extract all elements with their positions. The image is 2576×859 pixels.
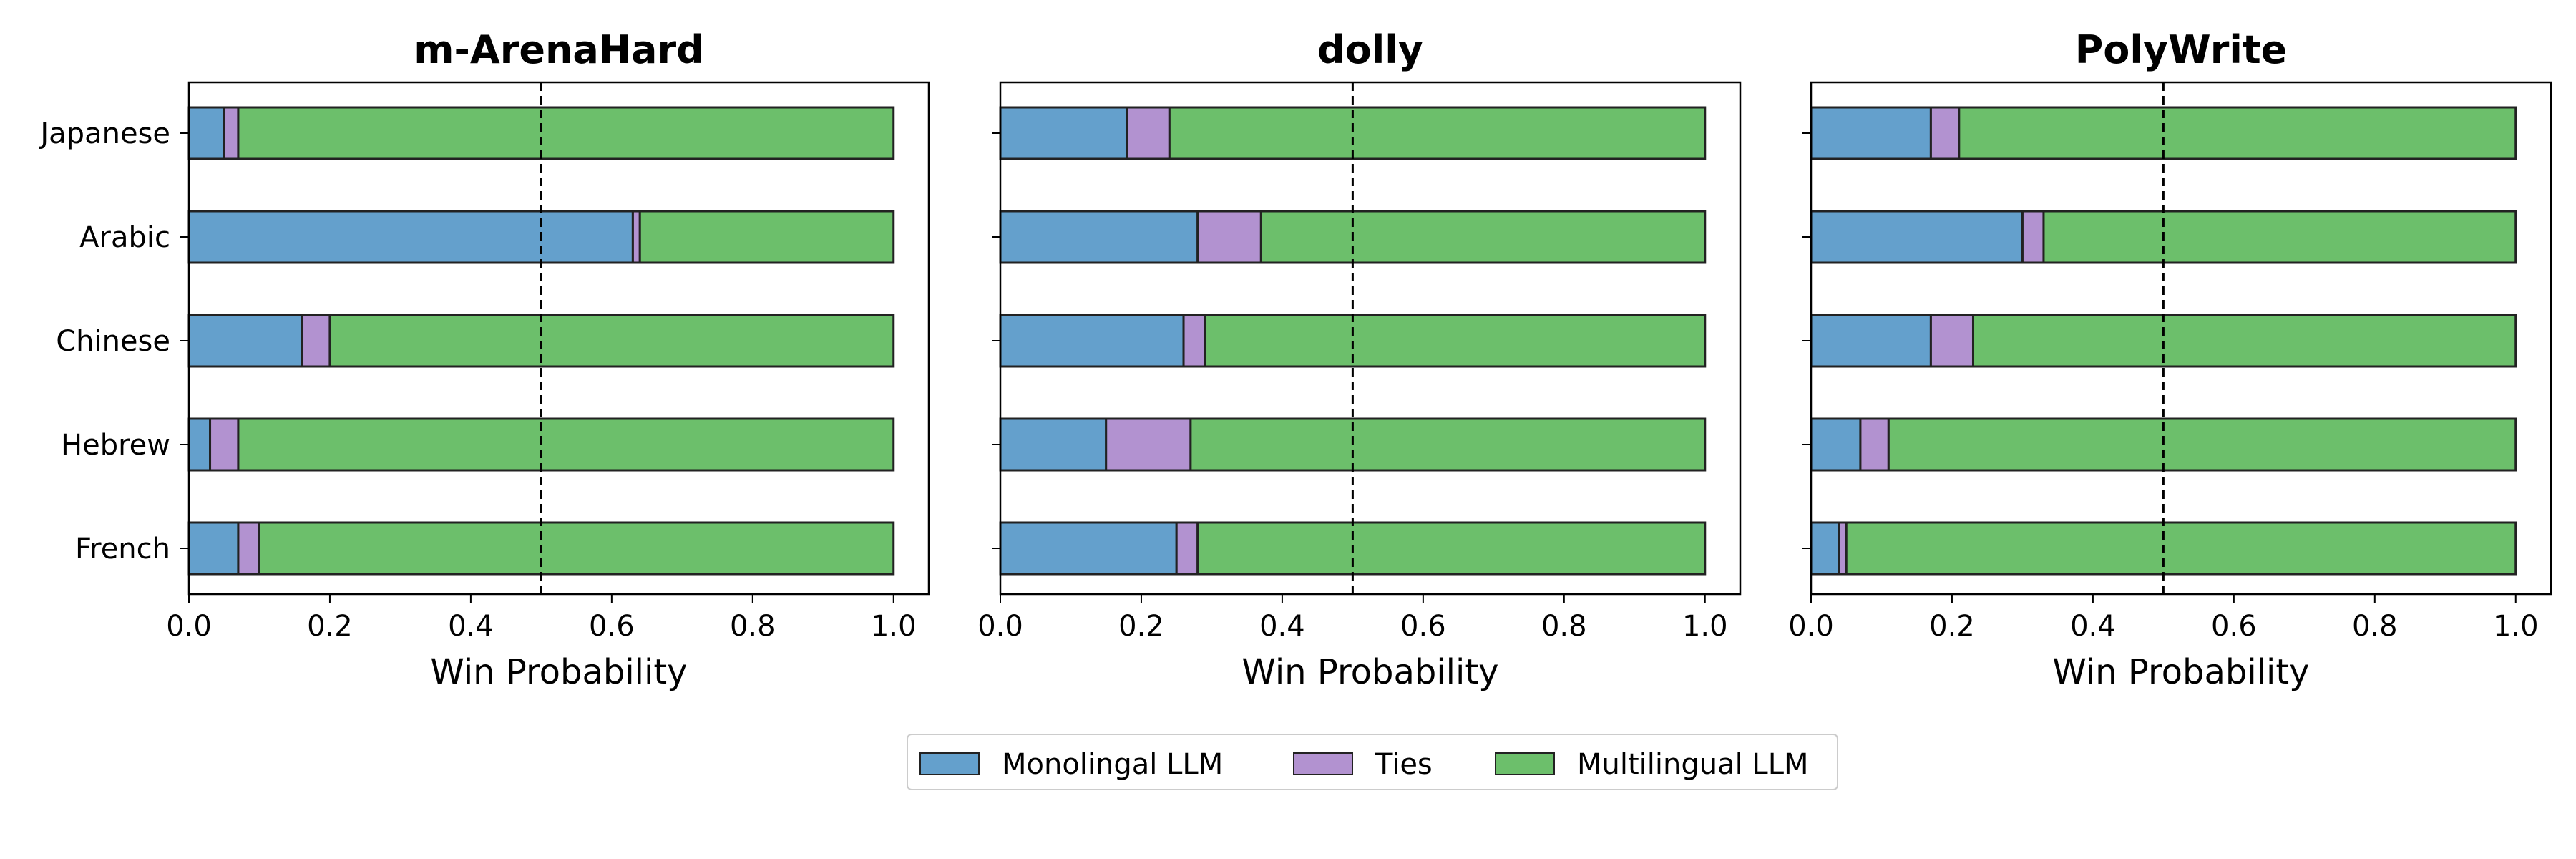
bar-hebrew-ties bbox=[1859, 417, 1890, 472]
bar-arabic-monolingal-llm bbox=[187, 210, 634, 264]
bar-chinese-monolingal-llm bbox=[1810, 314, 1932, 368]
legend-label-monolingual: Monolingal LLM bbox=[1002, 748, 1223, 781]
x-axis-label-m-arenahard: Win Probability bbox=[430, 652, 687, 692]
bar-chinese-multilingual-llm bbox=[1204, 314, 1707, 368]
bar-japanese-ties bbox=[1929, 106, 1961, 160]
legend: Monolingal LLM Ties Multilingual LLM bbox=[907, 734, 1838, 790]
bar-chinese-ties bbox=[301, 314, 331, 368]
x-tick-label-polywrite-0-6: 0.6 bbox=[2211, 610, 2257, 643]
x-tick-label-m-arenahard-0-6: 0.6 bbox=[589, 610, 635, 643]
bar-japanese-monolingal-llm bbox=[1810, 106, 1932, 160]
x-tick-label-polywrite-0-4: 0.4 bbox=[2070, 610, 2116, 643]
x-tick-label-polywrite-1-0: 1.0 bbox=[2493, 610, 2539, 643]
x-tick-label-dolly-1-0: 1.0 bbox=[1682, 610, 1728, 643]
legend-item-multilingual: Multilingual LLM bbox=[1495, 748, 1809, 781]
bar-arabic-ties bbox=[1196, 210, 1262, 264]
bar-japanese-ties bbox=[223, 106, 240, 160]
bar-arabic-multilingual-llm bbox=[2042, 210, 2517, 264]
bar-hebrew-multilingual-llm bbox=[237, 417, 895, 472]
bar-french-monolingal-llm bbox=[187, 521, 240, 576]
axes-frame-dolly bbox=[999, 81, 1742, 596]
bar-japanese-multilingual-llm bbox=[237, 106, 895, 160]
bar-french-ties bbox=[1175, 521, 1199, 576]
bar-chinese-monolingal-llm bbox=[999, 314, 1185, 368]
legend-item-ties: Ties bbox=[1293, 748, 1433, 781]
bar-hebrew-monolingal-llm bbox=[999, 417, 1108, 472]
x-tick-label-m-arenahard-0-8: 0.8 bbox=[730, 610, 776, 643]
y-tick-label-chinese: Chinese bbox=[56, 325, 170, 358]
bar-arabic-monolingal-llm bbox=[1810, 210, 2024, 264]
bar-french-multilingual-llm bbox=[258, 521, 895, 576]
legend-item-monolingual: Monolingal LLM bbox=[919, 748, 1223, 781]
bar-chinese-ties bbox=[1182, 314, 1206, 368]
x-tick-label-dolly-0-4: 0.4 bbox=[1259, 610, 1305, 643]
bar-chinese-ties bbox=[1929, 314, 1974, 368]
bar-hebrew-multilingual-llm bbox=[1189, 417, 1707, 472]
panel-m-arenahard: m-ArenaHard Japanese Arabic Chinese Hebrew Fr… bbox=[38, 27, 930, 692]
bar-japanese-monolingal-llm bbox=[187, 106, 225, 160]
panel-title-polywrite: PolyWrite bbox=[2075, 27, 2288, 72]
bar-french-monolingal-llm bbox=[1810, 521, 1840, 576]
panel-dolly: dolly 0.0 0.2 0.4 0.6 0.8 1.0 Win Probability bbox=[977, 27, 1742, 692]
bar-japanese-multilingual-llm bbox=[1958, 106, 2517, 160]
y-tick-label-french: French bbox=[75, 533, 170, 566]
chart-panels: m-ArenaHard Japanese Arabic Chinese Hebrew Fr… bbox=[38, 27, 2552, 692]
y-tick-label-hebrew: Hebrew bbox=[61, 429, 170, 462]
x-tick-label-polywrite-0-2: 0.2 bbox=[1929, 610, 1975, 643]
bar-hebrew-ties bbox=[209, 417, 240, 472]
panel-title-dolly: dolly bbox=[1317, 27, 1423, 72]
x-tick-label-polywrite-0-0: 0.0 bbox=[1788, 610, 1834, 643]
x-tick-label-m-arenahard-0-4: 0.4 bbox=[448, 610, 494, 643]
bar-chinese-monolingal-llm bbox=[187, 314, 303, 368]
bar-arabic-monolingal-llm bbox=[999, 210, 1199, 264]
legend-label-multilingual: Multilingual LLM bbox=[1577, 748, 1809, 781]
bar-french-multilingual-llm bbox=[1196, 521, 1707, 576]
bar-french-monolingal-llm bbox=[999, 521, 1178, 576]
bar-chinese-multilingual-llm bbox=[1971, 314, 2517, 368]
axes-frame-m-arenahard bbox=[187, 81, 930, 596]
bar-arabic-multilingual-llm bbox=[1259, 210, 1707, 264]
legend-swatch-multilingual bbox=[1495, 752, 1555, 775]
bar-chinese-multilingual-llm bbox=[328, 314, 895, 368]
legend-swatch-monolingual bbox=[919, 752, 980, 775]
legend-swatch-ties bbox=[1293, 752, 1353, 775]
bar-japanese-monolingal-llm bbox=[999, 106, 1128, 160]
x-tick-label-dolly-0-2: 0.2 bbox=[1118, 610, 1164, 643]
bar-hebrew-ties bbox=[1105, 417, 1192, 472]
bar-arabic-multilingual-llm bbox=[638, 210, 895, 264]
x-tick-label-m-arenahard-0-0: 0.0 bbox=[166, 610, 212, 643]
x-tick-label-polywrite-0-8: 0.8 bbox=[2352, 610, 2398, 643]
bar-japanese-ties bbox=[1126, 106, 1171, 160]
bar-hebrew-monolingal-llm bbox=[1810, 417, 1862, 472]
y-tick-label-japanese: Japanese bbox=[38, 117, 170, 150]
x-axis-label-polywrite: Win Probability bbox=[2052, 652, 2309, 692]
x-tick-label-dolly-0-0: 0.0 bbox=[977, 610, 1023, 643]
bar-hebrew-multilingual-llm bbox=[1887, 417, 2517, 472]
panel-polywrite: PolyWrite 0.0 0.2 0.4 0.6 0.8 1.0 Win Probabili… bbox=[1788, 27, 2552, 692]
axes-frame-polywrite bbox=[1810, 81, 2552, 596]
x-tick-label-m-arenahard-0-2: 0.2 bbox=[307, 610, 353, 643]
x-axis-label-dolly: Win Probability bbox=[1241, 652, 1498, 692]
bar-french-multilingual-llm bbox=[1845, 521, 2517, 576]
x-tick-label-m-arenahard-1-0: 1.0 bbox=[871, 610, 917, 643]
bar-arabic-ties bbox=[2021, 210, 2045, 264]
bar-hebrew-monolingal-llm bbox=[187, 417, 212, 472]
legend-frame bbox=[907, 734, 1838, 790]
legend-label-ties: Ties bbox=[1375, 748, 1433, 781]
x-tick-label-dolly-0-8: 0.8 bbox=[1541, 610, 1587, 643]
bar-japanese-multilingual-llm bbox=[1168, 106, 1707, 160]
y-tick-label-arabic: Arabic bbox=[79, 221, 170, 254]
panel-title-m-arenahard: m-ArenaHard bbox=[414, 27, 704, 72]
bar-french-ties bbox=[237, 521, 260, 576]
x-tick-label-dolly-0-6: 0.6 bbox=[1400, 610, 1446, 643]
